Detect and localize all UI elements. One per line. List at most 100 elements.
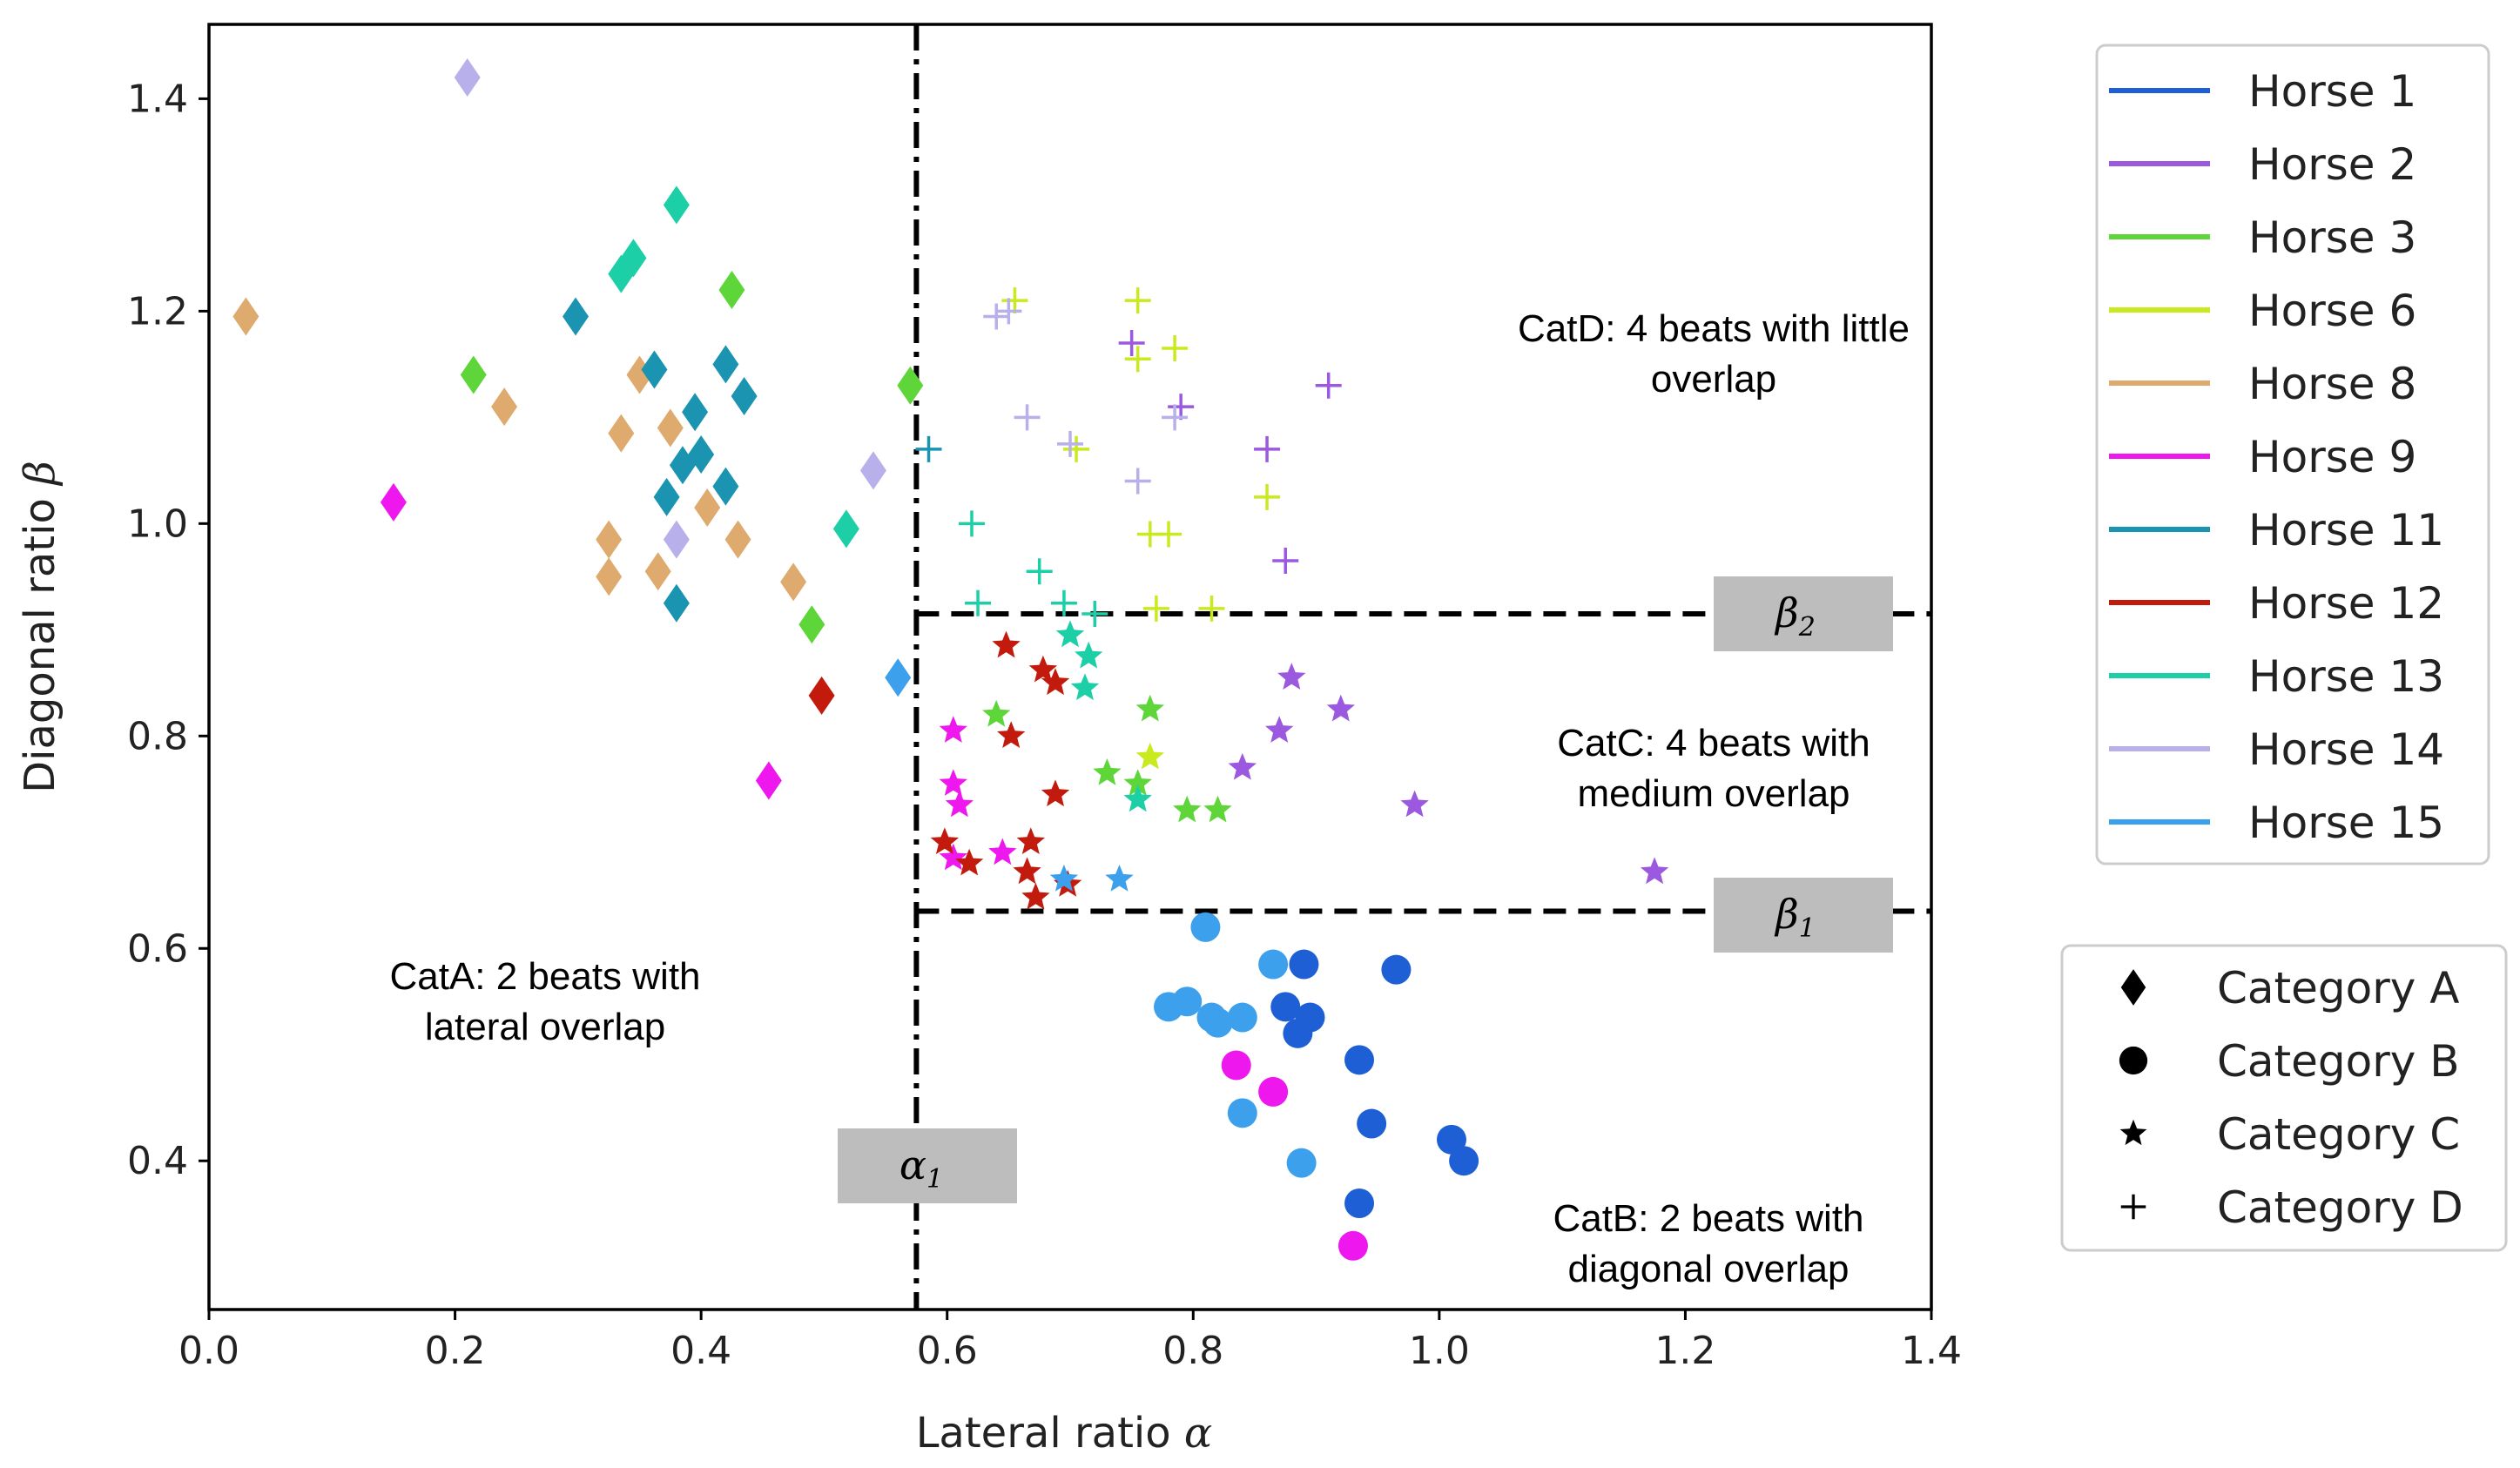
legend-marker-plus-icon [2120, 1194, 2146, 1220]
y-tick-label: 0.4 [127, 1139, 188, 1183]
data-point [859, 451, 886, 490]
data-point [1049, 865, 1079, 892]
data-point [997, 721, 1026, 748]
data-point [1041, 668, 1070, 696]
catB-annotation-line2: diagonal overlap [1568, 1248, 1850, 1290]
legend-marker-diamond-icon [2120, 969, 2146, 1006]
data-point [1190, 912, 1221, 942]
data-point [1640, 857, 1669, 885]
data-point [915, 435, 942, 462]
data-point [1400, 790, 1429, 818]
data-point [731, 376, 758, 415]
data-point [663, 185, 690, 225]
data-point [1135, 742, 1164, 770]
data-point [1162, 335, 1189, 362]
data-point [1135, 694, 1164, 722]
y-axis-label: Diagonal ratio β [16, 461, 64, 793]
data-point [663, 583, 690, 623]
data-point [1289, 949, 1319, 980]
data-point [1124, 287, 1151, 314]
data-point [608, 254, 635, 293]
catA-annotation-line2: lateral overlap [425, 1006, 665, 1048]
data-point [1258, 1076, 1289, 1107]
data-point [958, 510, 985, 537]
legend-marker-star-icon [2119, 1119, 2147, 1146]
data-point [380, 482, 407, 522]
data-point [798, 605, 825, 644]
data-point [939, 769, 967, 796]
data-point [608, 414, 635, 453]
data-point [712, 345, 739, 384]
data-point [1286, 1148, 1317, 1178]
data-point [1028, 655, 1058, 683]
data-point [1272, 548, 1299, 575]
legend-label: Category C [2217, 1109, 2460, 1160]
data-point [1254, 483, 1281, 510]
y-tick-label: 0.6 [127, 926, 188, 971]
legend-label: Horse 8 [2248, 359, 2416, 409]
data-point [596, 557, 623, 596]
data-point [1123, 769, 1152, 796]
data-point [1162, 404, 1189, 431]
data-point [1026, 558, 1053, 585]
x-tick-label: 0.4 [670, 1329, 731, 1373]
data-point [885, 658, 912, 697]
data-point [939, 843, 967, 871]
data-point [1063, 435, 1090, 462]
data-point [1014, 404, 1041, 431]
data-point [718, 270, 745, 309]
y-tick-label: 1.4 [127, 77, 188, 121]
data-point [832, 509, 859, 549]
data-point [930, 827, 960, 854]
catC-annotation-line1: CatC: 4 beats with [1557, 722, 1870, 764]
data-point [939, 716, 967, 743]
data-point [1013, 857, 1041, 885]
data-point [1344, 1045, 1375, 1075]
svg-text:β1: β1 [1774, 891, 1816, 944]
legend-label: Horse 11 [2248, 505, 2444, 556]
x-tick-label: 1.0 [1409, 1329, 1470, 1373]
data-point [1315, 372, 1342, 399]
x-tick-label: 0.6 [917, 1329, 978, 1373]
category-legend: Category A Category B Category C Category D [2060, 944, 2508, 1252]
data-point [1326, 694, 1355, 722]
data-point [780, 562, 807, 602]
data-point [1254, 435, 1281, 462]
data-point [1041, 779, 1070, 807]
data-point [712, 467, 739, 506]
legend-label: Horse 13 [2248, 651, 2444, 702]
data-point [1357, 1108, 1387, 1139]
y-tick-label: 1.0 [127, 502, 188, 546]
data-point [1265, 716, 1294, 743]
catD-annotation-line1: CatD: 4 beats with little [1518, 307, 1910, 350]
x-axis-label: Lateral ratio α [916, 1409, 1213, 1458]
data-point [1270, 992, 1301, 1022]
data-point [1021, 882, 1050, 910]
data-point [1344, 1189, 1375, 1219]
data-point [454, 57, 481, 97]
y-tick-label: 0.8 [127, 714, 188, 758]
data-point [232, 297, 259, 336]
x-tick-label: 0.8 [1162, 1329, 1223, 1373]
legend-label: Horse 14 [2248, 724, 2444, 775]
plot-frame [207, 23, 1933, 1311]
horse-legend: Horse 1 Horse 2 Horse 3 Horse 6 Horse 8 Horse… [2095, 44, 2490, 865]
data-point [945, 790, 974, 818]
data-point [1381, 954, 1412, 985]
data-point [653, 477, 680, 516]
data-point [1123, 785, 1152, 812]
data-point [1124, 346, 1151, 373]
data-point [755, 761, 782, 800]
data-point [1093, 758, 1122, 785]
data-point [1337, 1230, 1368, 1261]
svg-text:α1: α1 [900, 1141, 943, 1195]
data-point [563, 297, 590, 336]
data-point [1203, 795, 1232, 823]
legend-label: Horse 15 [2248, 798, 2444, 848]
alpha1-label: α1 [838, 1128, 1017, 1203]
x-tick-label: 1.2 [1654, 1329, 1715, 1373]
data-point [992, 630, 1021, 658]
data-point [491, 387, 518, 427]
data-point [995, 298, 1022, 325]
